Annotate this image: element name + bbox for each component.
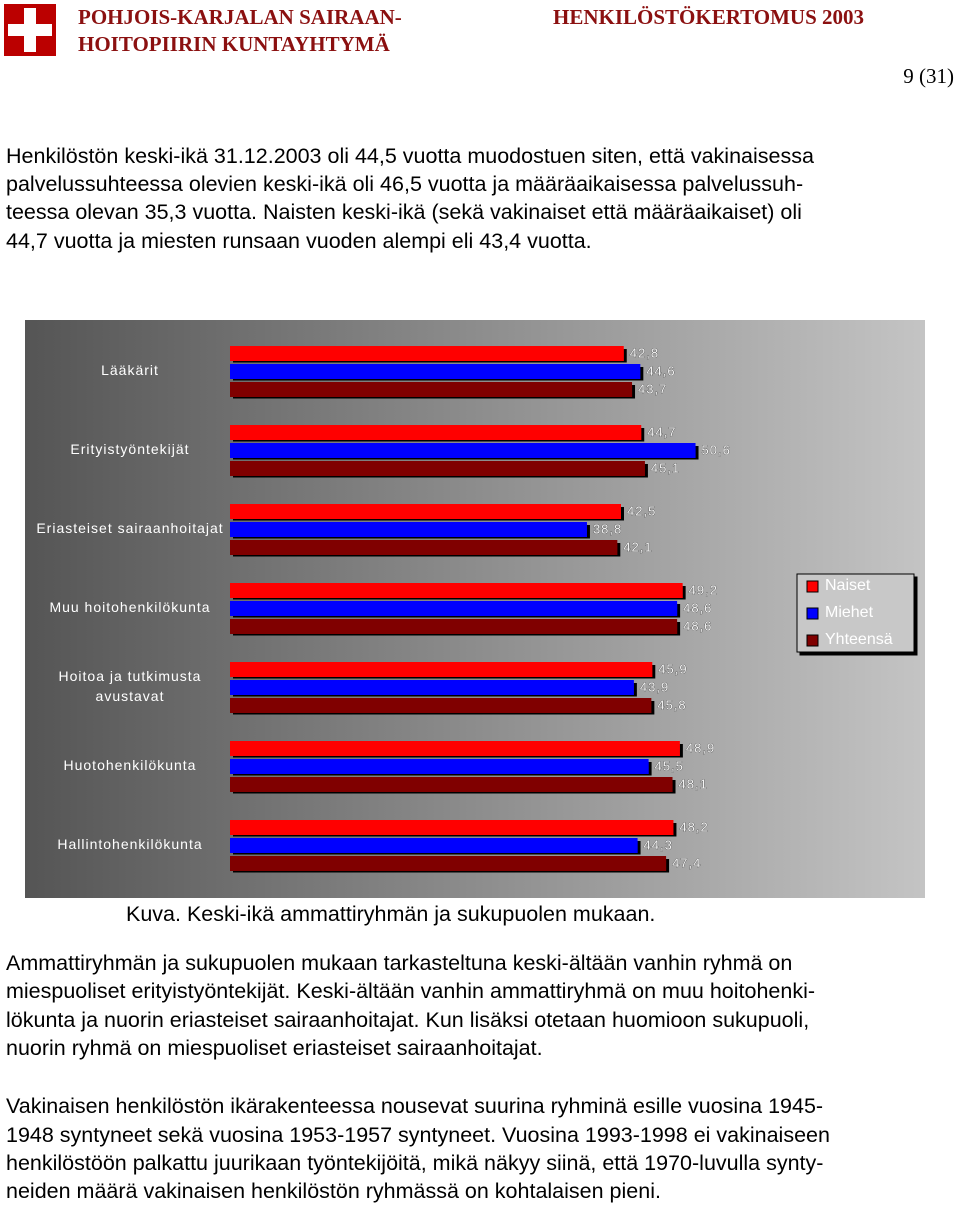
value-label: 47,4: [672, 855, 701, 870]
category-label: Eriasteiset sairaanhoitajat: [36, 520, 224, 536]
bar: [230, 601, 678, 616]
value-label: 43,9: [640, 679, 669, 694]
bar: [230, 425, 642, 440]
logo: [4, 4, 56, 56]
text-line: Vakinaisen henkilöstön ikärakenteessa no…: [6, 1094, 824, 1118]
text-line: 1948 syntyneet sekä vuosina 1953-1957 sy…: [6, 1123, 830, 1147]
value-label: 45,1: [651, 460, 680, 475]
value-label: 48,9: [686, 740, 715, 755]
value-label: 48,1: [679, 776, 708, 791]
legend-label: Yhteensä: [825, 631, 893, 648]
text-line: nuorin ryhmä on miespuoliset eriasteiset…: [6, 1036, 543, 1060]
bar: [230, 346, 624, 361]
bar: [230, 662, 653, 677]
value-label: 44,6: [646, 363, 675, 378]
value-label: 48,6: [683, 600, 712, 615]
text-line: teessa olevan 35,3 vuotta. Naisten keski…: [6, 200, 802, 224]
bar: [230, 364, 641, 379]
bar: [230, 504, 621, 519]
bar: [230, 382, 633, 397]
legend-swatch: [806, 580, 819, 593]
page-number: 9 (31): [903, 64, 954, 88]
value-label: 49,2: [689, 582, 718, 597]
legend-label: Naiset: [825, 577, 871, 594]
org-line: POHJOIS-KARJALAN SAIRAAN-: [78, 5, 402, 29]
bar: [230, 759, 649, 774]
document-title: HENKILÖSTÖKERTOMUS 2003: [553, 5, 865, 29]
value-label: 45,8: [657, 697, 686, 712]
chart: 42,8 44,6 43,7 44,7 50,6 45,1 42,5 38,842,1 49,2…: [25, 320, 925, 898]
bar: [230, 619, 678, 634]
bar: [230, 698, 652, 713]
text-line: miespuoliset erityistyöntekijät. Keski-ä…: [6, 979, 816, 1003]
value-label: 48,6: [683, 618, 712, 633]
legend-swatch: [806, 634, 819, 647]
bar: [230, 856, 667, 871]
category-label: Erityistyöntekijät: [70, 441, 190, 457]
legend-swatch: [806, 607, 819, 620]
value-label: 43,7: [638, 381, 667, 396]
text-line: lökunta ja nuorin eriasteiset sairaanhoi…: [6, 1008, 810, 1032]
category-label: Muu hoitohenkilökunta: [49, 599, 211, 615]
value-label: 45,5: [655, 758, 684, 773]
bar: [230, 820, 674, 835]
text-line: palvelussuhteessa olevien keski-ikä oli …: [6, 172, 804, 196]
category-label: Hoitoa ja tutkimusta avustavat: [58, 668, 202, 704]
value-label: 50,6: [702, 442, 731, 457]
value-label: 42,8: [630, 345, 659, 360]
text-line: 44,7 vuotta ja miesten runsaan vuoden al…: [6, 229, 592, 253]
bar: [230, 680, 634, 695]
bar: [230, 777, 673, 792]
value-label: 44,3: [644, 837, 673, 852]
value-label: 42,1: [623, 539, 652, 554]
caption: Kuva. Keski-ikä ammattiryhmän ja sukupuo…: [126, 902, 656, 926]
category-label: Hallintohenkilökunta: [57, 836, 203, 852]
bar: [230, 741, 680, 756]
bar: [230, 443, 696, 458]
value-label: 42,5: [627, 503, 656, 518]
value-label: 44,7: [647, 424, 676, 439]
category-label: Lääkärit: [101, 362, 159, 378]
bar: [230, 838, 638, 853]
bar: [230, 461, 645, 476]
organization: POHJOIS-KARJALAN SAIRAAN- HOITOPIIRIN KUN…: [78, 4, 402, 58]
value-label: 48,2: [679, 819, 708, 834]
org-line: HOITOPIIRIN KUNTAYHTYMÄ: [78, 32, 390, 56]
text-line: henkilöstöön palkattu juurikaan työnteki…: [6, 1151, 824, 1175]
value-label: 38,8: [593, 521, 622, 536]
bar: [230, 583, 683, 598]
bar: [230, 540, 618, 555]
text-line: neiden määrä vakinaisen henkilöstön ryhm…: [6, 1179, 661, 1203]
text-line: Ammattiryhmän ja sukupuolen mukaan tarka…: [6, 951, 793, 975]
legend-label: Miehet: [825, 604, 874, 621]
value-label: 45,9: [658, 661, 687, 676]
text-line: Henkilöstön keski-ikä 31.12.2003 oli 44,…: [6, 144, 814, 168]
bar: [230, 522, 587, 537]
category-label: Huotohenkilökunta: [63, 757, 197, 773]
